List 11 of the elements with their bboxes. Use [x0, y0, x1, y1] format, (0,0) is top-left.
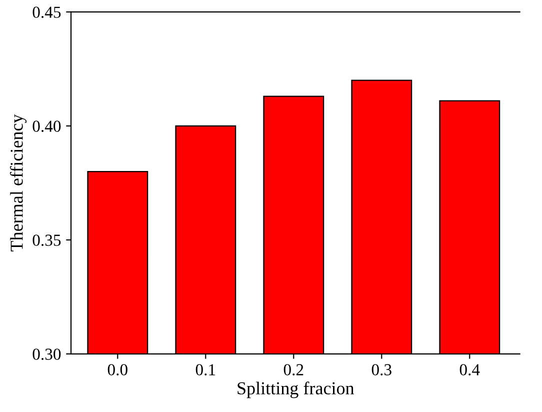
x-tick-label: 0.2 — [284, 364, 304, 376]
x-axis-title: Splitting fracion — [238, 382, 354, 398]
y-axis-title: Thermal efficiency — [10, 114, 27, 252]
y-tick-label: 0.35 — [32, 234, 61, 246]
x-tick-label: 0.1 — [196, 364, 216, 376]
x-tick-label: 0.3 — [372, 364, 392, 376]
y-tick-label: 0.30 — [32, 348, 61, 360]
x-tick-label: 0.4 — [460, 364, 480, 376]
y-tick-label: 0.45 — [32, 6, 61, 18]
x-tick-label: 0.0 — [108, 364, 128, 376]
y-tick-label: 0.40 — [32, 120, 61, 132]
